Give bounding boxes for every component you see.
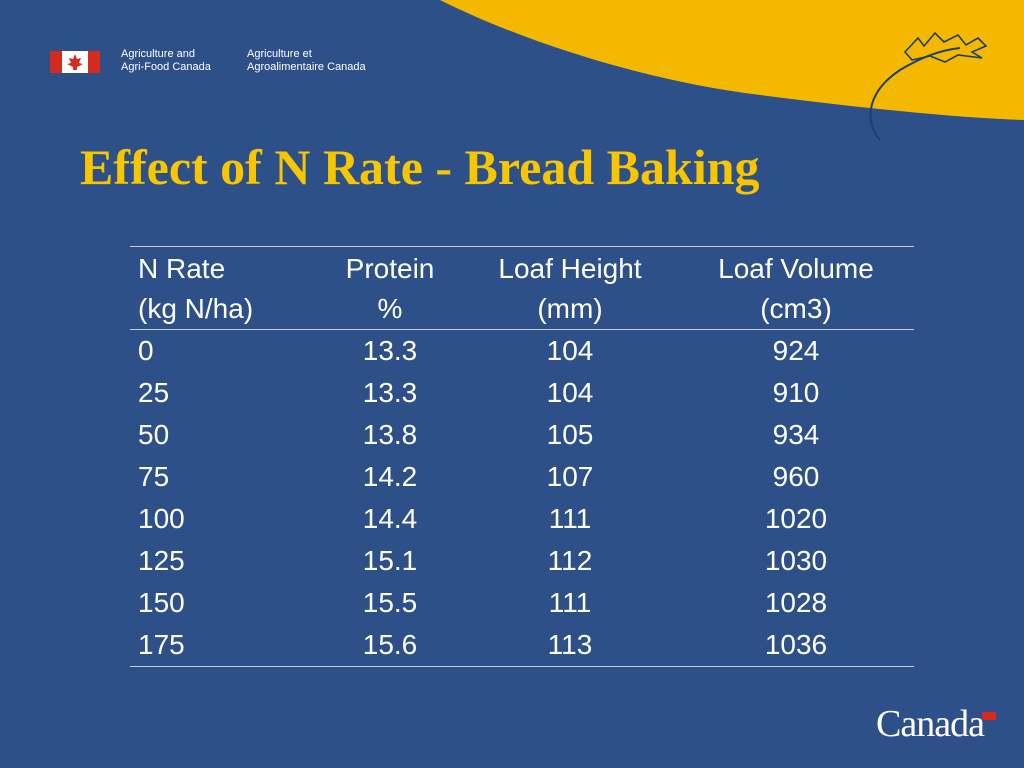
cell-n-rate: 125 <box>138 545 185 576</box>
cell-loaf-volume: 1028 <box>764 587 828 618</box>
agency-fr-line2: Agroalimentaire Canada <box>247 61 366 73</box>
agency-name-french: Agriculture et Agroalimentaire Canada <box>247 48 366 74</box>
table-row: 175 15.6 113 1036 <box>130 624 914 667</box>
cell-n-rate: 75 <box>138 461 170 492</box>
table-row: 150 15.5 111 1028 <box>130 582 914 624</box>
agency-en-line2: Agri-Food Canada <box>121 61 211 73</box>
cell-n-rate: 0 <box>138 335 154 366</box>
canada-wordmark: Canada <box>876 703 985 745</box>
cell-loaf-volume: 910 <box>772 377 820 408</box>
slide-title: Effect of N Rate - Bread Baking <box>80 139 760 195</box>
cell-loaf-volume: 1020 <box>764 503 828 534</box>
cell-loaf-height: 111 <box>548 503 592 534</box>
cell-protein: 15.6 <box>362 629 418 660</box>
header-protein: Protein % <box>345 253 435 324</box>
cell-n-rate: 25 <box>138 377 170 408</box>
cell-protein: 13.3 <box>362 335 418 366</box>
table-row: 25 13.3 104 910 <box>130 372 914 414</box>
agency-en-line1: Agriculture and <box>121 48 195 60</box>
agency-fr-line1: Agriculture et <box>247 48 312 60</box>
agency-name-english: Agriculture and Agri-Food Canada <box>121 48 211 74</box>
cell-loaf-volume: 960 <box>772 461 820 492</box>
cell-loaf-volume: 924 <box>772 335 820 366</box>
cell-n-rate: 150 <box>138 587 185 618</box>
header-loaf-height: Loaf Height (mm) <box>498 253 642 324</box>
bread-baking-table: N Rate (kg N/ha) Protein % Loaf Height (… <box>130 246 914 667</box>
cell-loaf-height: 107 <box>546 461 594 492</box>
cell-n-rate: 100 <box>138 503 185 534</box>
cell-loaf-volume: 1030 <box>764 545 828 576</box>
table-row: 50 13.8 105 934 <box>130 414 914 456</box>
wordmark-flag-icon <box>982 712 996 720</box>
cell-loaf-height: 112 <box>547 545 593 576</box>
cell-loaf-height: 104 <box>546 335 594 366</box>
cell-loaf-volume: 934 <box>772 419 820 450</box>
cell-protein: 15.5 <box>362 587 418 618</box>
cell-protein: 15.1 <box>362 545 418 576</box>
cell-loaf-height: 113 <box>547 629 593 660</box>
table-row: 75 14.2 107 960 <box>130 456 914 498</box>
table-row: 125 15.1 112 1030 <box>130 540 914 582</box>
table-header-row: N Rate (kg N/ha) Protein % Loaf Height (… <box>130 246 914 330</box>
cell-n-rate: 50 <box>138 419 170 450</box>
cell-protein: 13.8 <box>362 419 418 450</box>
header-loaf-volume: Loaf Volume (cm3) <box>718 253 874 324</box>
cell-loaf-height: 104 <box>546 377 594 408</box>
cell-protein: 13.3 <box>362 377 418 408</box>
cell-n-rate: 175 <box>138 629 185 660</box>
table-row: 0 13.3 104 924 <box>130 330 914 373</box>
cell-loaf-volume: 1036 <box>764 629 828 660</box>
canada-flag-icon <box>50 51 100 73</box>
cell-protein: 14.4 <box>362 503 418 534</box>
header-n-rate: N Rate (kg N/ha) <box>138 253 254 324</box>
cell-protein: 14.2 <box>362 461 418 492</box>
cell-loaf-height: 111 <box>548 587 592 618</box>
table-row: 100 14.4 111 1020 <box>130 498 914 540</box>
cell-loaf-height: 105 <box>546 419 594 450</box>
